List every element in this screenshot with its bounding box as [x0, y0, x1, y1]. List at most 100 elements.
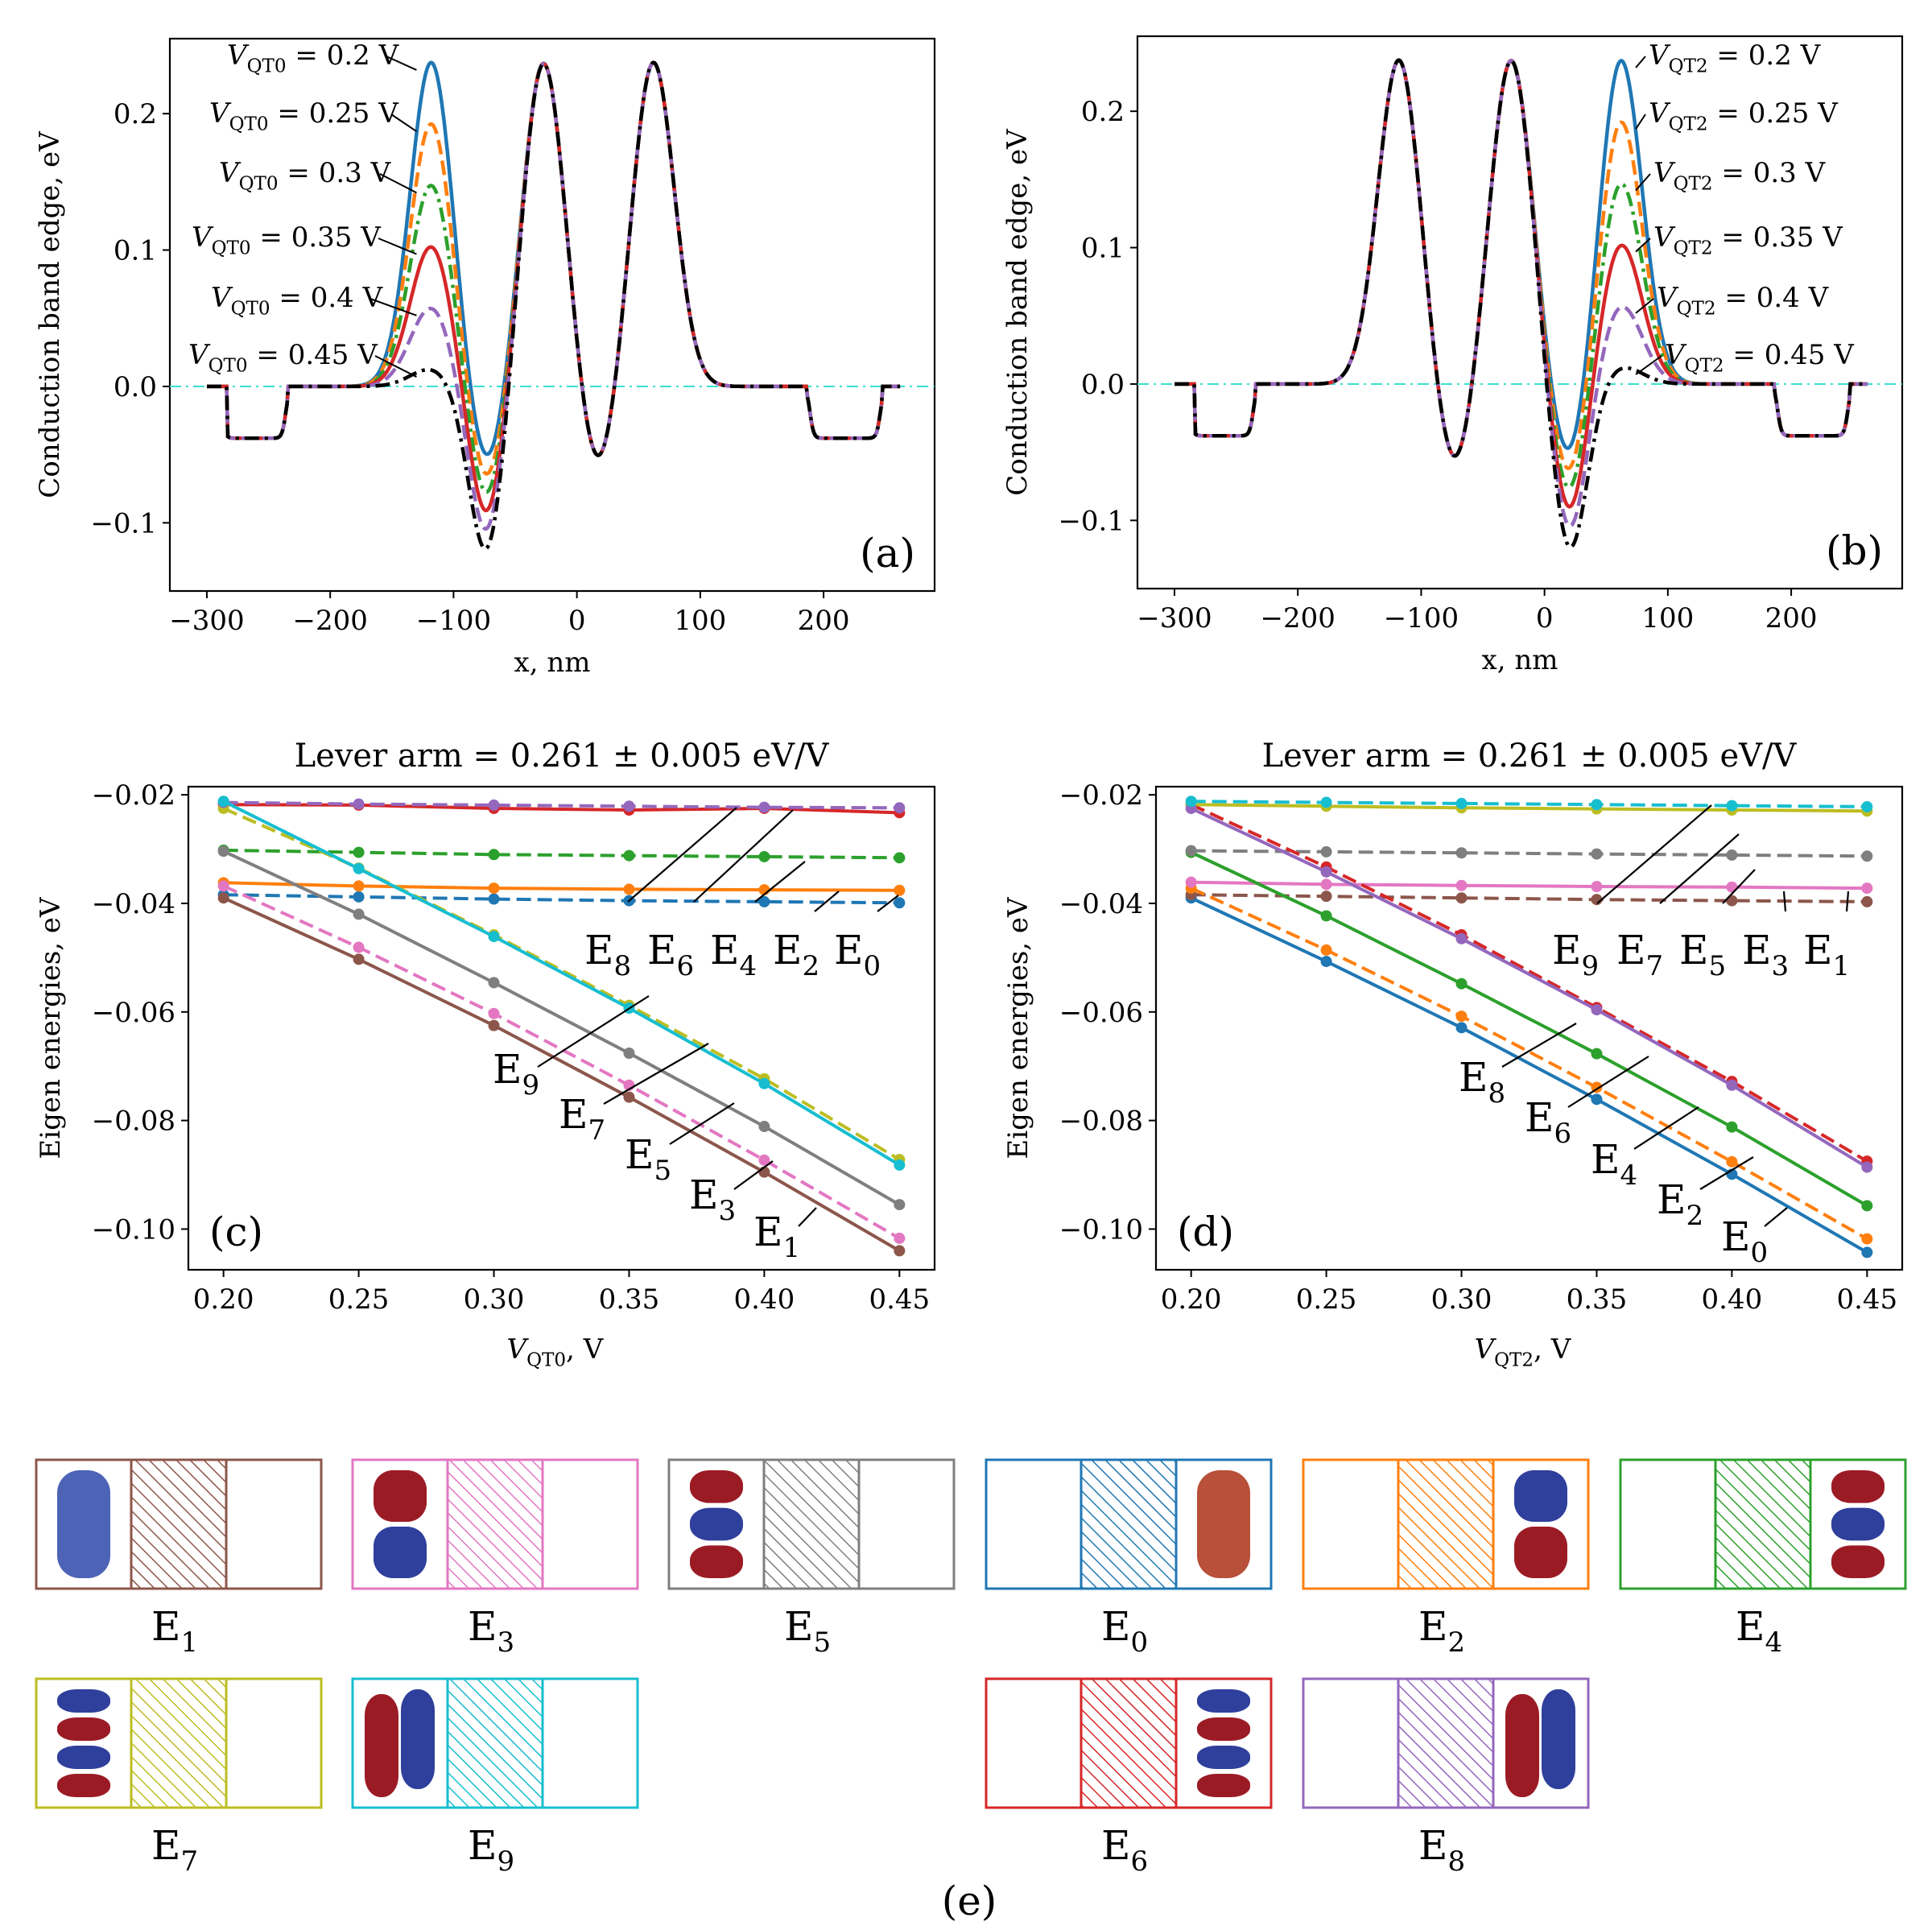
chart-title: Lever arm = 0.261 ± 0.005 eV/V — [1262, 738, 1798, 775]
state-name-label-base: E — [784, 1603, 814, 1650]
curve-annotation-1-0-rest: = 0.2 V — [1708, 39, 1822, 72]
x-tick-label: −100 — [1384, 602, 1459, 634]
curve-annotation-0-3: VQT0 = 0.35 V — [192, 221, 382, 259]
eigen-point-E8 — [758, 801, 770, 813]
axes-frame-0 — [168, 37, 936, 593]
eigen-point-E4 — [1320, 910, 1332, 922]
eigen-line-E0 — [223, 893, 900, 905]
wavefunction-lobe — [1505, 1694, 1539, 1797]
state-schematic-E9: E9 — [351, 1677, 639, 1878]
eigen-point-E0 — [1455, 1022, 1468, 1034]
state-label-leader — [627, 807, 737, 903]
state-schematic-E4: E4 — [1619, 1458, 1907, 1659]
state-label-3-7-sub: 4 — [1620, 1159, 1638, 1192]
panel-2: 0.20 0.25 0.30 0.35 0.40 0.45 −0.10 −0.08 −0.06 −… — [35, 738, 936, 1371]
state-name-label-base: E — [1101, 1822, 1131, 1869]
state-label-leader — [603, 1043, 709, 1105]
state-label-3-2-base: E — [1679, 927, 1709, 973]
curve-annotation-0-1-var: V — [209, 97, 232, 130]
eigen-point-E8 — [1320, 866, 1332, 878]
eigen-point-E5 — [353, 908, 365, 920]
state-label-3-2-sub: 5 — [1709, 950, 1727, 982]
x-tick-label: −200 — [1260, 602, 1335, 634]
wavefunction-lobe — [57, 1746, 110, 1769]
x-tick-label: 0 — [1536, 602, 1554, 634]
hatched-barrier-region — [448, 1460, 543, 1589]
x-tick-label: 0.45 — [869, 1283, 930, 1316]
state-box-frame — [351, 1458, 639, 1590]
state-label-3-1: E7 — [1616, 927, 1663, 982]
eigen-point-E5 — [217, 845, 229, 858]
y-axis-label: Eigen energies, eV — [35, 896, 67, 1159]
curve-annotation-1-2-rest: = 0.3 V — [1713, 157, 1827, 189]
eigen-point-E2 — [894, 884, 906, 896]
curve-annotation-1-0-sub: QT2 — [1669, 56, 1708, 77]
state-label-leader — [1722, 869, 1756, 904]
state-label-3-8-sub: 2 — [1686, 1200, 1704, 1232]
wavefunction-lobe — [1831, 1470, 1885, 1503]
curve-annotation-1-4-rest: = 0.4 V — [1716, 282, 1830, 314]
state-label-2-6-sub: 7 — [588, 1114, 606, 1147]
state-label-3-1-sub: 7 — [1646, 950, 1664, 982]
eigen-point-E9 — [1185, 796, 1197, 808]
state-name-label-base: E — [151, 1822, 181, 1869]
eigen-point-E0 — [1320, 956, 1332, 968]
state-name-label-sub: 1 — [181, 1626, 199, 1659]
eigen-point-E4 — [758, 850, 770, 862]
state-label-2-6: E7 — [559, 1091, 605, 1147]
eigen-point-E9 — [1455, 797, 1468, 809]
axes-frame-2 — [187, 785, 936, 1271]
wavefunction-lobe — [401, 1689, 435, 1789]
hatched-barrier-region — [1715, 1460, 1810, 1589]
state-label-3-7: E4 — [1591, 1136, 1637, 1192]
curve-annotation-0-0-sub: QT0 — [247, 56, 287, 77]
eigen-line-E8 — [1190, 807, 1868, 1169]
eigen-point-E1 — [623, 1091, 635, 1103]
x-axis-label-var: V — [1475, 1333, 1497, 1366]
eigen-point-E9 — [217, 796, 229, 808]
state-label-leader — [1699, 1156, 1754, 1190]
wavefunction-lobe — [1197, 1717, 1250, 1741]
state-label-2-0-sub: 8 — [614, 950, 632, 982]
y-axis-label: Conduction band edge, eV — [34, 130, 66, 498]
state-label-3-3-sub: 3 — [1772, 950, 1790, 982]
eigen-point-E8 — [623, 800, 635, 812]
wavefunction-lobe — [57, 1774, 110, 1797]
state-label-2-4: E0 — [834, 927, 881, 982]
eigen-point-E9 — [1726, 800, 1738, 812]
state-label-3-8-base: E — [1657, 1176, 1686, 1223]
state-label-3-2: E5 — [1679, 927, 1726, 982]
eigen-point-E4 — [1455, 977, 1468, 990]
y-tick-label: −0.08 — [1059, 1106, 1143, 1138]
state-box-frame — [1302, 1677, 1590, 1809]
eigen-line-E9 — [222, 800, 901, 1167]
eigen-point-E8 — [894, 802, 906, 814]
state-label-leader — [537, 995, 650, 1068]
state-name-label: E3 — [468, 1603, 514, 1659]
state-label-2-9-sub: 1 — [783, 1232, 801, 1264]
curve-annotation-0-5-rest: = 0.45 V — [248, 339, 379, 371]
hatched-barrier-region — [131, 1679, 226, 1808]
eigen-line-E6 — [1190, 803, 1868, 1163]
state-label-2-7: E5 — [625, 1131, 671, 1187]
state-name-label-sub: 3 — [497, 1626, 515, 1659]
state-label-3-3-base: E — [1742, 927, 1772, 973]
eigen-point-E3 — [1320, 878, 1332, 891]
eigen-point-E1 — [1455, 892, 1468, 904]
state-label-3-6-base: E — [1525, 1094, 1554, 1141]
state-label-2-5-base: E — [493, 1046, 522, 1093]
eigen-point-E1 — [488, 1019, 500, 1031]
eigen-point-E4 — [1726, 1121, 1738, 1133]
state-label-leader — [669, 1102, 735, 1145]
band-curve-0.45V — [1174, 58, 1868, 549]
chart-title: Lever arm = 0.261 ± 0.005 eV/V — [295, 738, 830, 775]
state-name-label-sub: 6 — [1131, 1845, 1149, 1878]
eigen-point-E9 — [1861, 800, 1873, 812]
eigen-line-E4 — [1190, 850, 1868, 1208]
eigen-point-E3 — [1591, 881, 1603, 893]
state-label-3-0-sub: 9 — [1582, 950, 1600, 982]
eigen-point-E4 — [1861, 1200, 1873, 1212]
eigen-point-E1 — [1320, 891, 1332, 903]
y-tick-label: 0.2 — [114, 98, 157, 130]
state-schematic-E5: E5 — [667, 1458, 956, 1659]
